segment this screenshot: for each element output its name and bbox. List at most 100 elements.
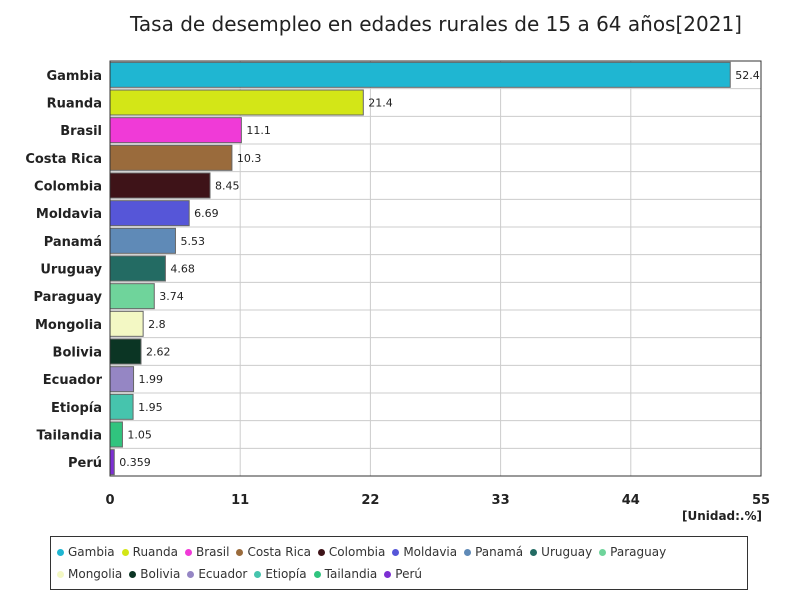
legend-item: Costa Rica bbox=[236, 541, 311, 563]
category-label: Tailandia bbox=[37, 429, 102, 444]
legend-dot-icon bbox=[599, 548, 607, 556]
data-label: 0.359 bbox=[119, 456, 151, 469]
legend-item: Perú bbox=[384, 563, 422, 585]
legend-label: Paraguay bbox=[610, 545, 667, 559]
x-tick-label: 11 bbox=[231, 493, 249, 508]
bar bbox=[109, 421, 123, 448]
legend-item: Etiopía bbox=[254, 563, 307, 585]
bar bbox=[109, 393, 134, 420]
legend-dot-icon bbox=[57, 548, 64, 556]
legend-item: Panamá bbox=[464, 541, 523, 563]
legend-dot-icon bbox=[313, 570, 321, 578]
legend-item: Moldavia bbox=[392, 541, 457, 563]
legend-dot-icon bbox=[530, 548, 538, 556]
legend-dot-icon bbox=[317, 548, 325, 556]
legend-item: Gambia bbox=[57, 541, 115, 563]
bar bbox=[109, 200, 190, 227]
data-label: 10.3 bbox=[237, 152, 262, 165]
x-tick-label: 55 bbox=[752, 493, 770, 508]
legend-label: Perú bbox=[395, 567, 422, 581]
data-label: 11.1 bbox=[246, 124, 271, 137]
legend-label: Bolivia bbox=[140, 567, 181, 581]
x-tick-label: 0 bbox=[105, 493, 114, 508]
bar bbox=[109, 172, 211, 199]
data-label: 2.8 bbox=[148, 318, 166, 331]
legend: Gambia Ruanda Brasil Costa Rica Colombia Mold… bbox=[50, 536, 748, 590]
legend-label: Ecuador bbox=[198, 567, 248, 581]
legend-item: Ecuador bbox=[187, 563, 247, 585]
data-label: 8.45 bbox=[215, 180, 240, 193]
bar bbox=[109, 144, 233, 171]
legend-label: Moldavia bbox=[403, 545, 458, 559]
category-label: Costa Rica bbox=[25, 152, 102, 167]
legend-label: Colombia bbox=[328, 545, 386, 559]
legend-item: Colombia bbox=[317, 541, 386, 563]
data-label: 2.62 bbox=[146, 346, 171, 359]
x-tick-label: 44 bbox=[622, 493, 640, 508]
legend-label: Costa Rica bbox=[247, 545, 311, 559]
bar bbox=[109, 61, 731, 88]
legend-dot-icon bbox=[254, 570, 262, 578]
bar bbox=[109, 117, 242, 144]
data-label: 3.74 bbox=[159, 290, 184, 303]
category-label: Ruanda bbox=[47, 97, 102, 112]
legend-dot-icon bbox=[57, 570, 64, 578]
data-label: 52.4 bbox=[735, 69, 760, 82]
x-tick-label: 33 bbox=[492, 493, 510, 508]
legend-item: Bolivia bbox=[129, 563, 180, 585]
legend-dot-icon bbox=[384, 570, 392, 578]
category-label: Bolivia bbox=[53, 346, 102, 361]
legend-label: Gambia bbox=[68, 545, 115, 559]
bar bbox=[109, 255, 166, 282]
legend-dot-icon bbox=[185, 548, 192, 556]
data-label: 1.95 bbox=[138, 401, 163, 414]
legend-dot-icon bbox=[129, 570, 137, 578]
category-label: Mongolia bbox=[35, 318, 102, 333]
data-label: 6.69 bbox=[194, 207, 219, 220]
legend-item: Ruanda bbox=[121, 541, 178, 563]
category-label: Paraguay bbox=[33, 290, 102, 305]
legend-dot-icon bbox=[464, 548, 472, 556]
legend-label: Mongolia bbox=[68, 567, 123, 581]
legend-item: Mongolia bbox=[57, 563, 122, 585]
data-label: 21.4 bbox=[368, 97, 393, 110]
legend-dot-icon bbox=[121, 548, 129, 556]
legend-label: Tailandia bbox=[324, 567, 378, 581]
legend-label: Panamá bbox=[475, 545, 524, 559]
category-label: Brasil bbox=[60, 124, 102, 139]
bar bbox=[109, 366, 135, 393]
legend-item: Paraguay bbox=[599, 541, 666, 563]
category-label: Gambia bbox=[46, 69, 102, 84]
plot-border bbox=[109, 60, 762, 477]
x-tick-label: 22 bbox=[361, 493, 379, 508]
category-label: Moldavia bbox=[36, 207, 102, 222]
data-label: 5.53 bbox=[180, 235, 205, 248]
legend-label: Ruanda bbox=[132, 545, 178, 559]
chart-title: Tasa de desempleo en edades rurales de 1… bbox=[130, 12, 742, 36]
unit-label: [Unidad:.%] bbox=[681, 509, 762, 523]
bar bbox=[109, 449, 115, 476]
data-label: 1.99 bbox=[139, 373, 164, 386]
legend-dot-icon bbox=[236, 548, 244, 556]
bar bbox=[109, 338, 142, 365]
category-label: Uruguay bbox=[40, 263, 102, 278]
bar bbox=[109, 89, 364, 116]
category-label: Perú bbox=[68, 456, 102, 471]
legend-dot-icon bbox=[392, 548, 400, 556]
legend-label: Brasil bbox=[196, 545, 230, 559]
bar bbox=[109, 227, 176, 254]
legend-item: Uruguay bbox=[530, 541, 592, 563]
category-label: Etiopía bbox=[51, 401, 102, 416]
category-label: Ecuador bbox=[43, 373, 103, 388]
legend-item: Tailandia bbox=[313, 563, 378, 585]
legend-dot-icon bbox=[187, 570, 195, 578]
category-label: Colombia bbox=[34, 180, 102, 195]
category-label: Panamá bbox=[44, 235, 102, 250]
bar bbox=[109, 283, 155, 310]
legend-label: Etiopía bbox=[265, 567, 307, 581]
bar bbox=[109, 310, 144, 337]
data-label: 4.68 bbox=[170, 263, 195, 276]
legend-label: Uruguay bbox=[541, 545, 593, 559]
data-label: 1.05 bbox=[127, 429, 152, 442]
bar-chart: 0 11 22 33 44 55 Gambia 52.4 Ruanda 21.4 Brasil 11.… bbox=[25, 60, 770, 508]
